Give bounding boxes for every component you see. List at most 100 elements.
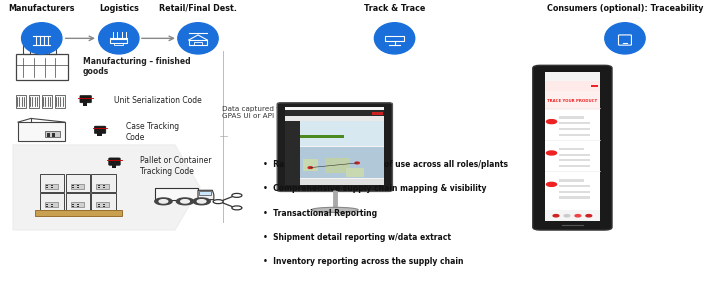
Bar [46, 187, 48, 188]
Bar [45, 184, 58, 189]
Bar [29, 95, 39, 108]
FancyArrow shape [13, 145, 200, 230]
FancyBboxPatch shape [533, 65, 612, 230]
Circle shape [213, 200, 223, 204]
Ellipse shape [99, 23, 139, 54]
Bar [45, 202, 58, 207]
Bar [98, 206, 100, 207]
Bar [346, 168, 364, 177]
Bar [559, 154, 590, 156]
Circle shape [181, 200, 189, 203]
Bar [72, 206, 74, 207]
Bar [47, 135, 50, 137]
Text: Pallet or Container
Tracking Code: Pallet or Container Tracking Code [140, 156, 212, 176]
FancyBboxPatch shape [80, 95, 91, 103]
Bar [545, 210, 600, 221]
Bar [303, 159, 318, 171]
Bar [46, 206, 48, 207]
Bar [96, 202, 109, 207]
FancyBboxPatch shape [109, 158, 120, 165]
Bar [98, 187, 100, 188]
Bar [52, 135, 55, 137]
Text: Logistics: Logistics [99, 4, 139, 13]
Bar [40, 193, 64, 210]
Circle shape [355, 162, 359, 164]
Text: Data captured via
GPAS UI or API: Data captured via GPAS UI or API [222, 106, 287, 119]
Bar [199, 191, 211, 195]
Bar [545, 72, 600, 81]
Bar [285, 116, 384, 121]
Bar [110, 39, 127, 43]
Circle shape [197, 200, 206, 203]
Bar [285, 110, 384, 116]
FancyBboxPatch shape [94, 126, 106, 133]
Bar [385, 36, 404, 41]
Bar [112, 164, 116, 168]
Bar [103, 187, 105, 188]
Circle shape [308, 167, 312, 168]
Bar [114, 43, 123, 45]
Bar [97, 132, 102, 136]
Text: Unit Serialization Code: Unit Serialization Code [114, 96, 202, 105]
Bar [83, 102, 87, 106]
Bar [55, 95, 65, 108]
Bar [66, 193, 90, 210]
Circle shape [155, 198, 172, 205]
Bar [559, 116, 584, 119]
Bar [300, 135, 344, 138]
Bar [46, 204, 48, 205]
Text: Consumers (optional): Traceability: Consumers (optional): Traceability [546, 4, 703, 13]
Bar [545, 72, 600, 221]
Ellipse shape [22, 23, 62, 54]
Circle shape [176, 198, 194, 205]
Bar [45, 131, 60, 137]
Bar [559, 196, 590, 199]
Bar [18, 122, 65, 141]
Text: •  Comprehensive supply chain mapping & visibility: • Comprehensive supply chain mapping & v… [263, 184, 486, 193]
Bar [35, 210, 122, 216]
Bar [46, 185, 48, 186]
Bar [325, 158, 350, 173]
Circle shape [193, 198, 210, 205]
Bar [559, 148, 584, 150]
Bar [72, 185, 74, 186]
Bar [559, 122, 590, 124]
Bar [91, 193, 116, 210]
Circle shape [546, 182, 557, 186]
Bar [155, 188, 198, 200]
Bar [77, 187, 79, 188]
Bar [77, 204, 79, 205]
Bar [36, 45, 43, 54]
Bar [559, 133, 590, 136]
Bar [559, 179, 584, 181]
Bar [51, 204, 53, 205]
Bar [545, 91, 600, 110]
Bar [47, 133, 50, 135]
Bar [49, 45, 56, 54]
Bar [559, 185, 590, 187]
Bar [16, 95, 26, 108]
Text: Manufacturers: Manufacturers [9, 4, 75, 13]
Bar [285, 121, 300, 185]
Circle shape [546, 120, 557, 124]
Circle shape [159, 200, 168, 203]
Ellipse shape [302, 212, 367, 216]
Bar [591, 85, 598, 87]
Bar [51, 185, 53, 186]
Bar [559, 165, 590, 167]
Bar [559, 128, 590, 130]
Ellipse shape [374, 23, 415, 54]
Text: •  Transactional Reporting: • Transactional Reporting [263, 208, 377, 218]
Ellipse shape [605, 23, 645, 54]
Bar [77, 206, 79, 207]
Text: Retail/Final Dest.: Retail/Final Dest. [159, 4, 237, 13]
Ellipse shape [178, 23, 218, 54]
Text: •  Shipment detail reporting w/data extract: • Shipment detail reporting w/data extra… [263, 233, 451, 242]
Bar [300, 147, 384, 179]
Text: •  Rapid Deployment / Ease of use across all roles/plants: • Rapid Deployment / Ease of use across … [263, 160, 508, 169]
Text: Track & Trace: Track & Trace [364, 4, 426, 13]
Bar [72, 187, 74, 188]
Circle shape [232, 193, 242, 197]
Bar [16, 54, 68, 80]
Ellipse shape [312, 207, 359, 212]
